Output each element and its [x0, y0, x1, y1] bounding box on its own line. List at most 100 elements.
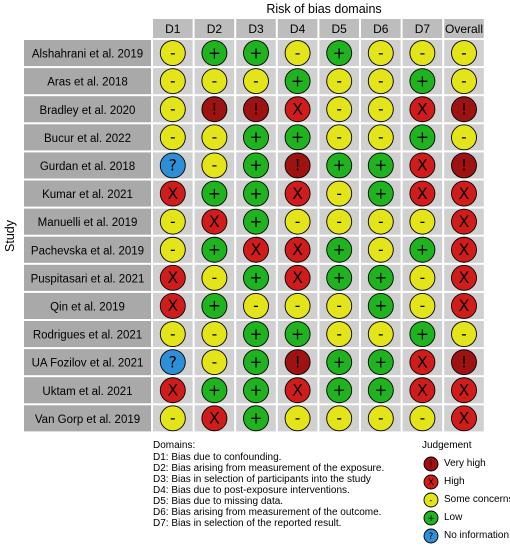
study-label-bg — [24, 124, 151, 151]
judgement-cell-symbol: X — [167, 382, 178, 400]
judgement-cell-circle — [201, 377, 228, 404]
judgement-cell-some: - — [159, 96, 186, 123]
judgement-cell-some: - — [326, 180, 353, 207]
legend-symbol-low: + — [423, 510, 439, 526]
judgement-cell-circle — [367, 152, 394, 179]
study-label-bg — [24, 377, 151, 404]
study-label: Bradley et al. 2020 — [40, 105, 136, 117]
judgement-cell-symbol: X — [459, 269, 470, 287]
judgement-cell-circle — [367, 321, 394, 347]
study-row: Rodrigues et al. 2021 - - + + - - + - — [24, 321, 484, 348]
study-label-bg — [24, 264, 151, 291]
judgement-cell-some: - — [367, 40, 394, 66]
domain-d1: D1: Bias due to confounding. — [153, 452, 282, 463]
judgement-cell-low: + — [201, 40, 228, 66]
judgement-cell-low: + — [201, 293, 228, 319]
judgement-cell-symbol: - — [170, 410, 176, 428]
judgement-cell-high: X — [201, 405, 228, 432]
judgement-cell-circle — [159, 180, 186, 207]
judgement-cell-some: - — [409, 405, 436, 432]
study-row: Qin et al. 2019 X + - - - + - X — [24, 292, 484, 319]
study-label-bg — [24, 96, 151, 123]
judgement-cell-high: X — [409, 377, 436, 404]
judgement-cell-circle — [409, 124, 436, 151]
judgement-cell-some: - — [367, 208, 394, 235]
judgement-cell-circle — [159, 236, 186, 263]
judgement-cell-circle — [284, 293, 311, 319]
column-header-label: D5 — [332, 22, 348, 36]
judgement-cell-low: + — [409, 68, 436, 95]
study-row: Aras et al. 2018 - - - + - - + - — [24, 68, 484, 95]
judgement-cell-circle — [451, 208, 477, 235]
study-row: UA Fozilov et al. 2021? - +! + + X! — [24, 349, 484, 376]
judgement-cell-symbol: + — [249, 269, 262, 287]
judgement-cell-circle — [243, 236, 269, 263]
judgement-cell-high: X — [409, 180, 436, 207]
study-row: Manuelli et al. 2019 - X + - - - - X — [24, 208, 484, 235]
judgement-cell-some: - — [326, 208, 353, 235]
judgement-cell-circle — [201, 293, 228, 319]
judgement-cell-low: + — [409, 236, 436, 263]
judgement-cell-circle — [201, 40, 228, 66]
study-label: Aras et al. 2018 — [47, 77, 128, 89]
judgement-cell-circle — [326, 208, 353, 235]
judgement-cell-symbol: X — [167, 297, 178, 315]
judgement-cell-low: + — [409, 124, 436, 151]
judgement-cell-circle — [409, 377, 436, 404]
judgement-cell-circle — [159, 124, 186, 151]
judgement-cell-some: - — [159, 124, 186, 151]
judgement-cell-high: X — [409, 96, 436, 123]
judgement-cell-low: + — [243, 152, 269, 179]
judgement-cell-symbol: + — [249, 157, 262, 175]
judgement-cell-symbol: + — [249, 44, 262, 62]
legend-symbol-circle — [423, 456, 439, 472]
judgement-cell-circle — [284, 124, 311, 151]
judgement-cell-symbol: - — [170, 129, 176, 147]
judgement-cell-circle — [159, 377, 186, 404]
legend-label-veryhigh: Very high — [444, 458, 486, 469]
judgement-cell-circle — [451, 405, 477, 432]
judgement-cell-symbol: X — [292, 269, 303, 287]
judgement-cell-low: + — [326, 264, 353, 291]
study-label-bg — [24, 349, 151, 376]
column-header-bg — [194, 19, 235, 38]
judgement-cell-symbol: - — [170, 44, 176, 62]
judgement-cell-some: - — [201, 349, 228, 376]
judgement-cell-symbol: - — [336, 129, 342, 147]
judgement-cell-circle — [201, 68, 228, 95]
judgement-cell-symbol: + — [249, 213, 262, 231]
judgement-cell-symbol: ! — [461, 157, 467, 175]
judgement-cell-symbol: + — [416, 325, 429, 343]
judgement-cell-symbol: X — [292, 101, 303, 119]
judgement-cell-high: X — [284, 377, 311, 404]
judgement-cell-high: X — [451, 377, 477, 404]
judgement-cell-symbol: + — [249, 353, 262, 371]
judgement-cell-circle — [159, 293, 186, 319]
legend-symbol-high: X — [423, 474, 439, 490]
judgement-cell-symbol: X — [292, 241, 303, 259]
study-label: UA Fozilov et al. 2021 — [32, 358, 144, 370]
study-label-bg — [24, 152, 151, 179]
study-row: Bucur et al. 2022 - - + + - - + - — [24, 124, 484, 151]
judgement-cell-symbol: + — [291, 129, 304, 147]
judgement-cell-symbol: - — [295, 297, 301, 315]
judgement-cell-noinfo: ? — [159, 152, 186, 179]
study-label: Qin et al. 2019 — [50, 301, 125, 313]
judgement-cell-symbol: X — [417, 382, 428, 400]
chart-title: Risk of bias domains — [266, 2, 381, 16]
judgement-cell-symbol: X — [459, 297, 470, 315]
judgement-cell-low: + — [243, 405, 269, 432]
judgement-cell-circle — [284, 405, 311, 432]
judgement-cell-some: - — [159, 405, 186, 432]
judgement-cell-high: X — [159, 293, 186, 319]
legend-symbol-circle — [423, 492, 439, 508]
judgement-cell-low: + — [326, 40, 353, 66]
judgement-cell-symbol: - — [336, 213, 342, 231]
judgement-cell-symbol: - — [336, 410, 342, 428]
judgement-cell-circle — [367, 208, 394, 235]
judgement-cell-symbol: - — [253, 72, 259, 90]
column-header-label: D7 — [415, 22, 431, 36]
judgement-cell-veryhigh: ! — [451, 349, 477, 376]
judgement-cell-circle — [284, 236, 311, 263]
judgement-cell-symbol: + — [333, 157, 346, 175]
